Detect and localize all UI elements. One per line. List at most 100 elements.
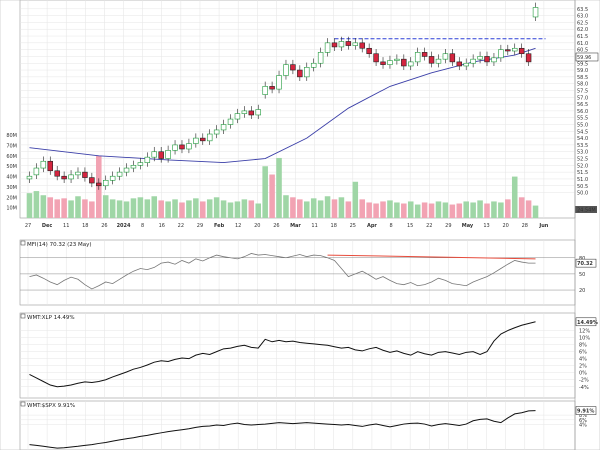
y-tick-label: 56.0	[577, 109, 588, 115]
volume-bar	[220, 200, 227, 218]
panel-label-marker	[20, 401, 26, 407]
x-tick-label: 11	[63, 223, 69, 229]
volume-bar	[172, 199, 178, 218]
volume-bar	[144, 199, 151, 218]
y-tick-label: 50.0	[577, 191, 588, 197]
x-tick-label: Mar	[290, 223, 301, 229]
volume-bar	[477, 200, 483, 218]
candle-body	[109, 175, 116, 181]
x-tick-label: Apr	[367, 223, 377, 229]
candle-body	[151, 151, 157, 158]
y-tick-label: 52.5	[577, 157, 588, 163]
volume-bar	[331, 199, 338, 218]
candle-body	[518, 47, 525, 55]
x-tick-label: 12	[235, 223, 241, 229]
candle-body	[456, 61, 463, 67]
candle-body	[130, 165, 137, 169]
last-value-label-xlp: 14.49%	[577, 320, 598, 326]
volume-bar	[290, 197, 296, 218]
volume-bar	[109, 199, 116, 218]
candle-body	[352, 42, 359, 46]
volume-bar	[359, 199, 365, 218]
y-tick-label: 63.0	[577, 14, 588, 20]
candle-body	[324, 42, 331, 53]
volume-bar	[269, 174, 275, 218]
y-tick-label-xlp: 6%	[579, 350, 587, 356]
volume-bar	[151, 196, 158, 218]
last-value-label-mfi: 70.32	[577, 261, 593, 267]
volume-bar	[68, 200, 74, 218]
candle-body	[505, 49, 511, 52]
volume-bar	[123, 201, 130, 218]
candle-body	[144, 156, 151, 163]
y-tick-label: 57.0	[577, 95, 588, 101]
y-tick-label-xlp: 2%	[579, 364, 587, 370]
volume-bar	[435, 201, 442, 218]
x-tick-label: 27	[25, 223, 31, 229]
volume-bar	[61, 198, 67, 218]
x-tick-label: 13	[483, 223, 489, 229]
volume-bar	[255, 203, 262, 218]
candle-body	[96, 182, 102, 187]
candle-body	[366, 47, 372, 55]
y-tick-label: 55.5	[577, 116, 588, 122]
candle-body	[40, 160, 47, 169]
volume-tick-label: 50M	[6, 164, 17, 170]
x-tick-label: 22	[426, 223, 432, 229]
candle-body	[61, 175, 67, 180]
y-tick-label: 53.5	[577, 143, 588, 149]
volume-bar	[213, 197, 220, 218]
x-tick-label: Feb	[214, 223, 225, 229]
volume-bar	[324, 196, 331, 218]
volume-bar	[283, 195, 289, 218]
y-tick-label-xlp: -4%	[579, 385, 589, 391]
volume-bar	[449, 204, 456, 218]
candle-body	[186, 143, 192, 150]
volume-bar	[89, 201, 95, 218]
volume-bar	[317, 200, 324, 218]
y-tick-label-xlp: 4%	[579, 357, 587, 363]
candle-body	[213, 129, 220, 135]
volume-bar	[463, 201, 469, 218]
y-tick-label: 53.0	[577, 150, 588, 156]
candle-body	[234, 113, 241, 120]
x-tick-label: Jun	[538, 223, 548, 229]
volume-tick-label: 30M	[6, 185, 17, 191]
volume-bar	[511, 176, 518, 218]
panel-frame-mfi	[19, 239, 576, 306]
x-tick-label: 20	[502, 223, 508, 229]
y-tick-label: 62.5	[577, 20, 588, 26]
volume-bar	[206, 199, 213, 218]
candle-body	[165, 150, 171, 159]
volume-bar	[241, 199, 248, 218]
volume-bar	[47, 197, 54, 218]
volume-bar	[394, 202, 400, 218]
volume-bar	[248, 200, 255, 218]
candle-body	[241, 110, 248, 114]
series-line-xlp	[29, 321, 536, 388]
x-tick-label: May	[462, 223, 474, 229]
candle-body	[68, 174, 74, 180]
volume-bar	[297, 199, 303, 218]
candle-body	[435, 58, 442, 64]
candle-body	[442, 53, 449, 60]
volume-bar	[518, 197, 525, 218]
candle-body	[408, 61, 414, 67]
volume-bar	[158, 200, 164, 218]
panel-label-marker	[20, 240, 26, 246]
volume-bar	[193, 198, 199, 218]
candle-body	[290, 64, 296, 71]
y-tick-label: 59.0	[577, 68, 588, 74]
candle-body	[532, 7, 539, 18]
candle-body	[248, 110, 255, 116]
volume-bar	[387, 200, 393, 218]
y-tick-label: 55.0	[577, 123, 588, 129]
candle-body	[317, 52, 324, 64]
x-tick-label: 8	[141, 223, 144, 229]
last-value-box-xlp	[575, 317, 597, 327]
candle-body	[123, 167, 130, 173]
volume-bar	[380, 201, 386, 218]
candle-body	[373, 53, 379, 63]
candle-body	[525, 53, 532, 63]
